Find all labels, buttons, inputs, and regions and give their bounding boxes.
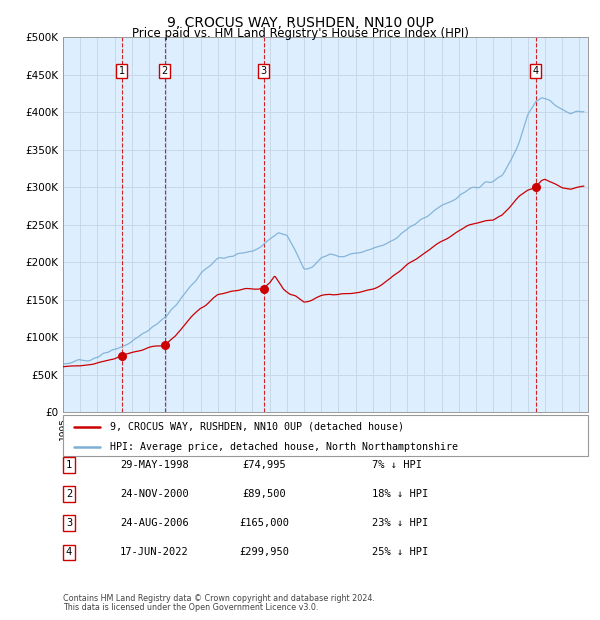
Text: £89,500: £89,500 xyxy=(242,489,286,499)
Text: 7% ↓ HPI: 7% ↓ HPI xyxy=(372,460,422,470)
Text: 17-JUN-2022: 17-JUN-2022 xyxy=(120,547,189,557)
Text: 29-MAY-1998: 29-MAY-1998 xyxy=(120,460,189,470)
Text: 18% ↓ HPI: 18% ↓ HPI xyxy=(372,489,428,499)
Text: HPI: Average price, detached house, North Northamptonshire: HPI: Average price, detached house, Nort… xyxy=(110,442,458,452)
Text: 9, CROCUS WAY, RUSHDEN, NN10 0UP: 9, CROCUS WAY, RUSHDEN, NN10 0UP xyxy=(167,16,433,30)
Text: 23% ↓ HPI: 23% ↓ HPI xyxy=(372,518,428,528)
Text: 24-NOV-2000: 24-NOV-2000 xyxy=(120,489,189,499)
Text: 3: 3 xyxy=(260,66,266,76)
Text: 3: 3 xyxy=(66,518,72,528)
Text: £165,000: £165,000 xyxy=(239,518,289,528)
Text: £299,950: £299,950 xyxy=(239,547,289,557)
Text: 1: 1 xyxy=(119,66,125,76)
Text: Price paid vs. HM Land Registry's House Price Index (HPI): Price paid vs. HM Land Registry's House … xyxy=(131,27,469,40)
Text: 25% ↓ HPI: 25% ↓ HPI xyxy=(372,547,428,557)
Text: 2: 2 xyxy=(66,489,72,499)
FancyBboxPatch shape xyxy=(63,415,588,456)
Text: 4: 4 xyxy=(533,66,539,76)
Text: 9, CROCUS WAY, RUSHDEN, NN10 0UP (detached house): 9, CROCUS WAY, RUSHDEN, NN10 0UP (detach… xyxy=(110,422,404,432)
Text: This data is licensed under the Open Government Licence v3.0.: This data is licensed under the Open Gov… xyxy=(63,603,319,612)
Text: £74,995: £74,995 xyxy=(242,460,286,470)
Text: 2: 2 xyxy=(161,66,167,76)
Text: Contains HM Land Registry data © Crown copyright and database right 2024.: Contains HM Land Registry data © Crown c… xyxy=(63,593,375,603)
Text: 4: 4 xyxy=(66,547,72,557)
Text: 1: 1 xyxy=(66,460,72,470)
Text: 24-AUG-2006: 24-AUG-2006 xyxy=(120,518,189,528)
